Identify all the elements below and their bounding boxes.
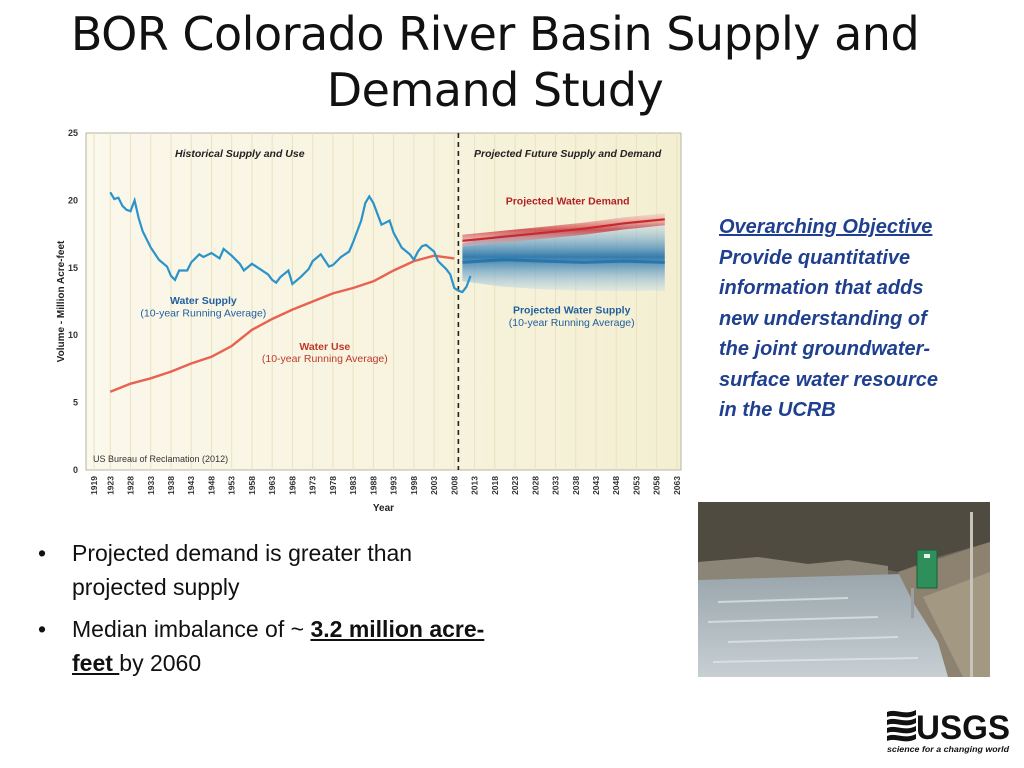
x-tick-label: 2053 (631, 476, 641, 495)
bullet-tail: by 2060 (119, 650, 202, 676)
section-label-projected: Projected Future Supply and Demand (474, 148, 662, 160)
x-tick-label: 2043 (591, 476, 601, 495)
section-label-historical: Historical Supply and Use (175, 148, 305, 160)
objective-box: Overarching Objective Provide quantitati… (719, 212, 1009, 426)
projected-demand-label: Projected Water Demand (506, 195, 630, 207)
y-tick-label: 5 (73, 398, 78, 408)
slide-title: BOR Colorado River Basin Supply and Dema… (70, 7, 920, 117)
x-tick-label: 1953 (227, 476, 237, 495)
x-tick-label: 1919 (89, 476, 99, 495)
water-supply-line (109, 191, 472, 294)
x-tick-label: 2048 (611, 476, 621, 495)
x-tick-label: 1973 (308, 476, 318, 495)
x-tick-label: 1923 (105, 476, 115, 495)
bullet-item: • Projected demand is greater than proje… (36, 536, 506, 604)
projected-demand-line (462, 218, 665, 242)
bullet-dot-icon: • (38, 616, 47, 642)
y-tick-label: 25 (68, 128, 78, 138)
x-tick-label: 1978 (328, 476, 338, 495)
x-tick-label: 1928 (126, 476, 136, 495)
bullet-list: • Projected demand is greater than proje… (36, 536, 506, 688)
x-tick-label: 1988 (368, 476, 378, 495)
x-tick-label: 2003 (429, 476, 439, 495)
x-tick-label: 2013 (470, 476, 480, 495)
y-tick-label: 0 (73, 465, 78, 475)
x-tick-label: 2028 (530, 476, 540, 495)
bullet-text: Median imbalance of ~ (72, 616, 311, 642)
usgs-logo: USGS science for a changing world (886, 706, 1014, 756)
x-tick-label: 2038 (571, 476, 581, 495)
bullet-text: Projected demand is greater than project… (72, 540, 413, 600)
y-tick-label: 15 (68, 263, 78, 273)
projected-supply-median-line (462, 258, 665, 264)
x-tick-label: 1938 (166, 476, 176, 495)
usgs-wordmark: USGS (916, 709, 1010, 747)
supply-demand-chart: 0 5 10 15 20 25 1919 1923 1928 1933 1938 1943 1948 19… (54, 123, 694, 518)
x-tick-label: 1943 (186, 476, 196, 495)
projected-supply-sublabel: (10-year Running Average) (509, 317, 635, 329)
objective-line: Provide quantitative (719, 246, 911, 269)
x-tick-label: 1963 (267, 476, 277, 495)
x-tick-label: 1933 (146, 476, 156, 495)
y-axis-label: Volume - Million Acre-feet (56, 240, 67, 362)
objective-line: the joint groundwater- (719, 338, 931, 360)
bullet-dot-icon: • (38, 540, 47, 566)
x-tick-label: 2023 (510, 476, 520, 495)
x-tick-label: 2033 (551, 476, 561, 495)
source-note: US Bureau of Reclamation (2012) (93, 454, 228, 464)
x-tick-label: 2063 (672, 476, 682, 495)
water-use-sublabel: (10-year Running Average) (262, 353, 388, 365)
usgs-wave-icon (887, 710, 916, 742)
objective-heading: Overarching Objective (719, 216, 933, 238)
water-use-line (109, 254, 455, 393)
x-tick-label: 2008 (449, 476, 459, 495)
river-gauge-photo (698, 502, 990, 677)
x-tick-label: 2018 (490, 476, 500, 495)
objective-line: new understanding of (719, 307, 927, 330)
plot-area (85, 132, 682, 471)
objective-line: in the UCRB (719, 399, 836, 421)
objective-line: information that adds (719, 277, 924, 299)
x-tick-label: 1983 (348, 476, 358, 495)
x-tick-label: 1948 (206, 476, 216, 495)
x-tick-label: 2058 (652, 476, 662, 495)
water-use-label: Water Use (299, 341, 350, 353)
usgs-tagline: science for a changing world (887, 744, 1010, 754)
y-tick-label: 10 (68, 330, 78, 340)
x-tick-label: 1993 (389, 476, 399, 495)
x-axis-label: Year (373, 503, 394, 514)
y-tick-label: 20 (68, 195, 78, 205)
water-supply-sublabel: (10-year Running Average) (140, 307, 266, 319)
x-tick-label: 1998 (409, 476, 419, 495)
water-supply-label: Water Supply (170, 295, 237, 307)
bullet-emphasis: 3.2 million acre-feet (72, 616, 485, 676)
x-tick-label: 1968 (287, 476, 297, 495)
x-tick-label: 1958 (247, 476, 257, 495)
bullet-item: • Median imbalance of ~ 3.2 million acre… (36, 612, 506, 680)
projected-supply-label: Projected Water Supply (513, 305, 631, 317)
objective-line: surface water resource (719, 368, 939, 391)
